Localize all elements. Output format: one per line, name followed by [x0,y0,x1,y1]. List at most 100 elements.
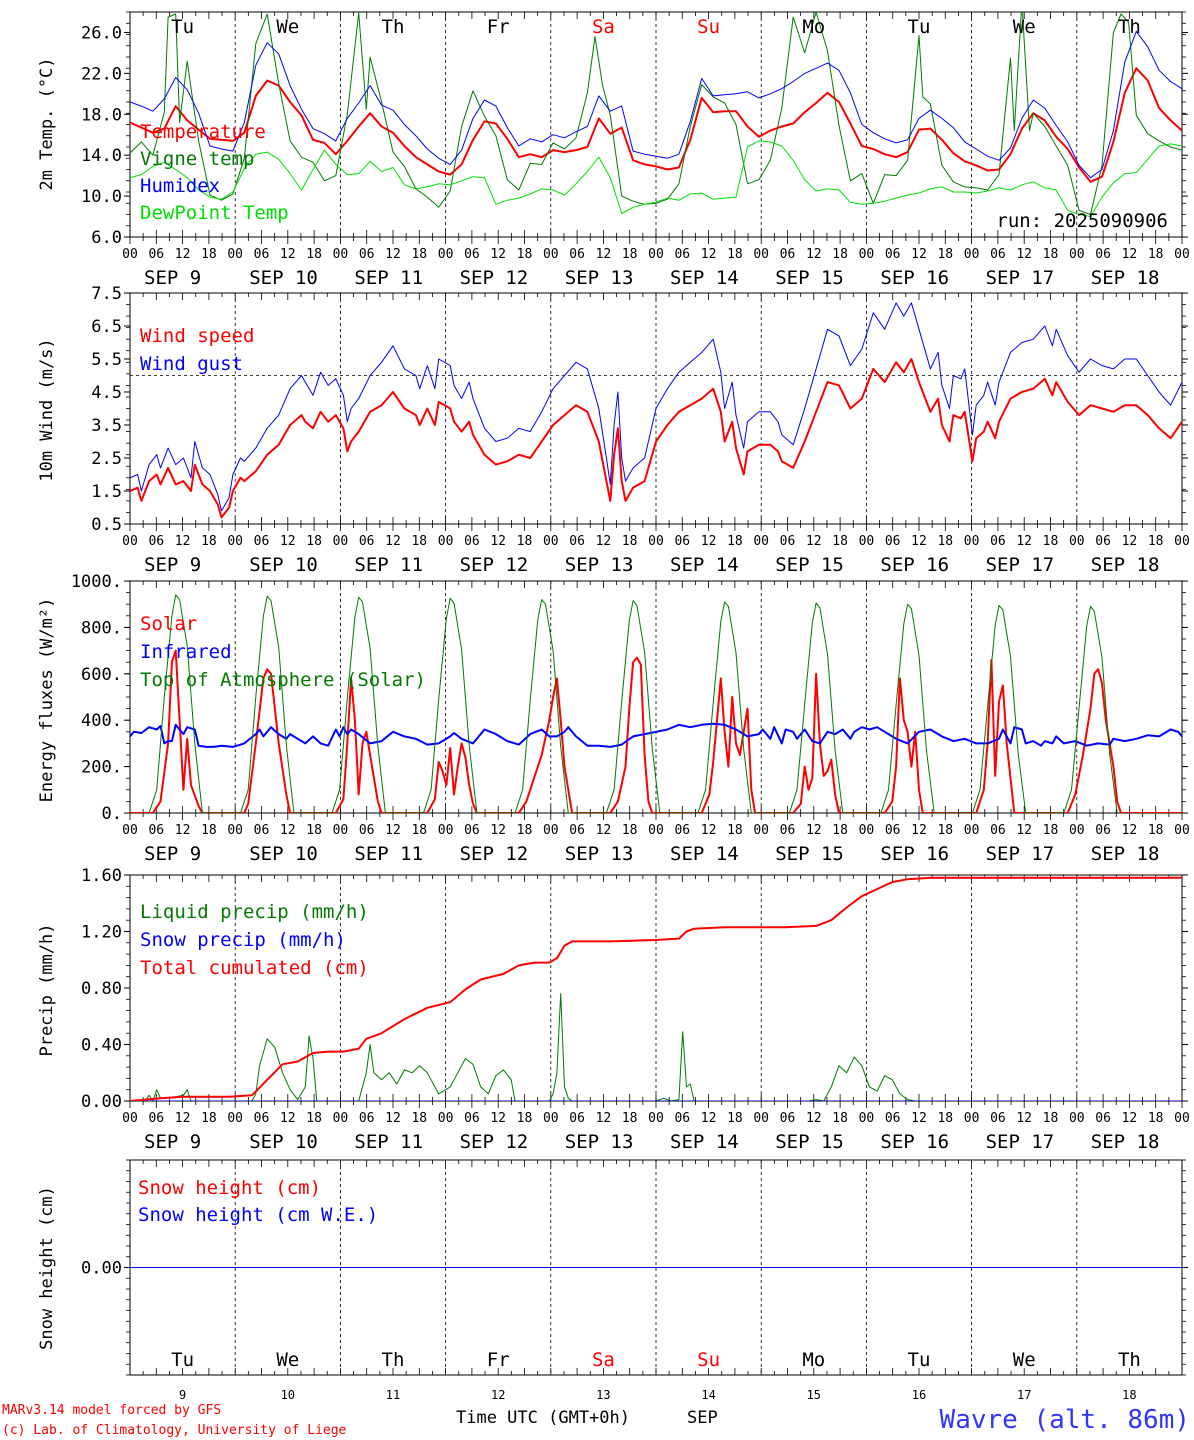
day-number: 15 [807,1388,821,1402]
hour-label: 00 [859,534,875,549]
y-tick-label: 0.40 [81,1036,122,1056]
hour-label: 00 [333,1111,349,1126]
hour-label: 12 [911,247,927,262]
hour-label: 00 [964,1111,980,1126]
hour-label: 12 [701,534,717,549]
date-label: SEP 10 [249,554,318,576]
hour-label: 18 [1043,1111,1059,1126]
date-label: SEP 15 [775,1131,844,1153]
hour-label: 06 [1095,534,1111,549]
hour-label: 12 [175,534,191,549]
hour-label: 06 [359,247,375,262]
hour-label: 00 [753,1111,769,1126]
date-label: SEP 10 [249,267,318,289]
hour-label: 06 [359,823,375,838]
hour-label: 18 [517,534,533,549]
series-line-2 [130,302,1182,512]
hour-label: 06 [885,1111,901,1126]
day-name-bottom: Fr [487,1349,510,1371]
y-tick-label: 10.0 [81,187,122,207]
date-label: SEP 9 [144,267,201,289]
hour-label: 18 [832,247,848,262]
hour-label: 00 [122,534,138,549]
day-name-top: Sa [592,16,615,38]
hour-label: 18 [411,247,427,262]
hour-label: 00 [227,1111,243,1126]
day-number: 10 [281,1388,295,1402]
y-tick-label: 800. [81,618,122,638]
hour-label: 12 [596,534,612,549]
hour-label: 06 [464,534,480,549]
hour-label: 00 [438,823,454,838]
legend-entry: Snow precip (mm/h) [140,929,346,951]
date-label: SEP 12 [460,843,529,865]
hour-label: 18 [517,823,533,838]
hour-label: 12 [175,823,191,838]
y-axis-label: 10m Wind (m/s) [37,338,57,481]
date-label: SEP 17 [986,843,1055,865]
hour-label: 18 [937,247,953,262]
legend-entry: DewPoint Temp [140,202,289,224]
date-label: SEP 17 [986,554,1055,576]
day-name-top: Su [697,16,720,38]
hour-label: 18 [306,247,322,262]
date-label: SEP 18 [1091,554,1160,576]
y-tick-label: 18.0 [81,105,122,125]
hour-label: 06 [780,1111,796,1126]
hour-label: 06 [780,534,796,549]
hour-label: 12 [911,534,927,549]
y-tick-label: 6.5 [91,317,122,337]
hour-label: 18 [306,823,322,838]
hour-label: 18 [1043,534,1059,549]
hour-label: 12 [1122,823,1138,838]
hour-label: 12 [806,1111,822,1126]
hour-label: 12 [385,1111,401,1126]
panel-1: 6.0 10.0 14.0 18.0 22.0 26.0 2m Temp. (°C) Temp… [37,11,1190,289]
hour-label: 18 [727,1111,743,1126]
hour-label: 18 [622,823,638,838]
date-label: SEP 17 [986,267,1055,289]
hour-label: 06 [990,823,1006,838]
day-name-top: Th [1118,16,1141,38]
hour-label: 00 [753,823,769,838]
y-tick-label: 4.5 [91,383,122,403]
date-label: SEP 16 [880,843,949,865]
hour-label: 12 [490,247,506,262]
panel-5: 0.00 Snow height (cm) Snow height (cm) Snow… [37,1159,1188,1376]
hour-label: 18 [937,823,953,838]
legend-entry: Vigne temp [140,148,254,170]
day-number: 11 [386,1388,400,1402]
legend-entry: Solar [140,613,197,635]
hour-label: 00 [859,247,875,262]
hour-label: 00 [1069,1111,1085,1126]
day-name-bottom: Th [382,1349,405,1371]
y-tick-label: 1.5 [91,482,122,502]
hour-label: 00 [859,823,875,838]
date-label: SEP 14 [670,1131,739,1153]
date-label: SEP 13 [565,554,634,576]
hour-label: 12 [385,247,401,262]
y-axis-label: Energy fluxes (W/m²) [37,598,57,803]
y-tick-label: 6.0 [91,228,122,248]
hour-label: 18 [727,534,743,549]
hour-label: 06 [254,823,270,838]
series-group [130,12,1182,217]
legend-entry: Wind gust [140,353,243,375]
hour-label: 00 [1174,823,1190,838]
y-tick-label: 400. [81,711,122,731]
hour-label: 06 [780,823,796,838]
hour-label: 06 [674,247,690,262]
date-label: SEP 15 [775,554,844,576]
x-axis-month: SEP [687,1408,718,1428]
hour-label: 12 [701,1111,717,1126]
hour-label: 12 [596,1111,612,1126]
station-name: Wavre (alt. 86m) [940,1405,1190,1435]
run-label: run: 2025090906 [996,210,1168,232]
hour-label: 00 [1174,1111,1190,1126]
hour-label: 06 [674,823,690,838]
hour-label: 06 [148,247,164,262]
hour-label: 00 [753,534,769,549]
y-tick-label: 3.5 [91,416,122,436]
hour-label: 00 [964,823,980,838]
date-label: SEP 18 [1091,843,1160,865]
